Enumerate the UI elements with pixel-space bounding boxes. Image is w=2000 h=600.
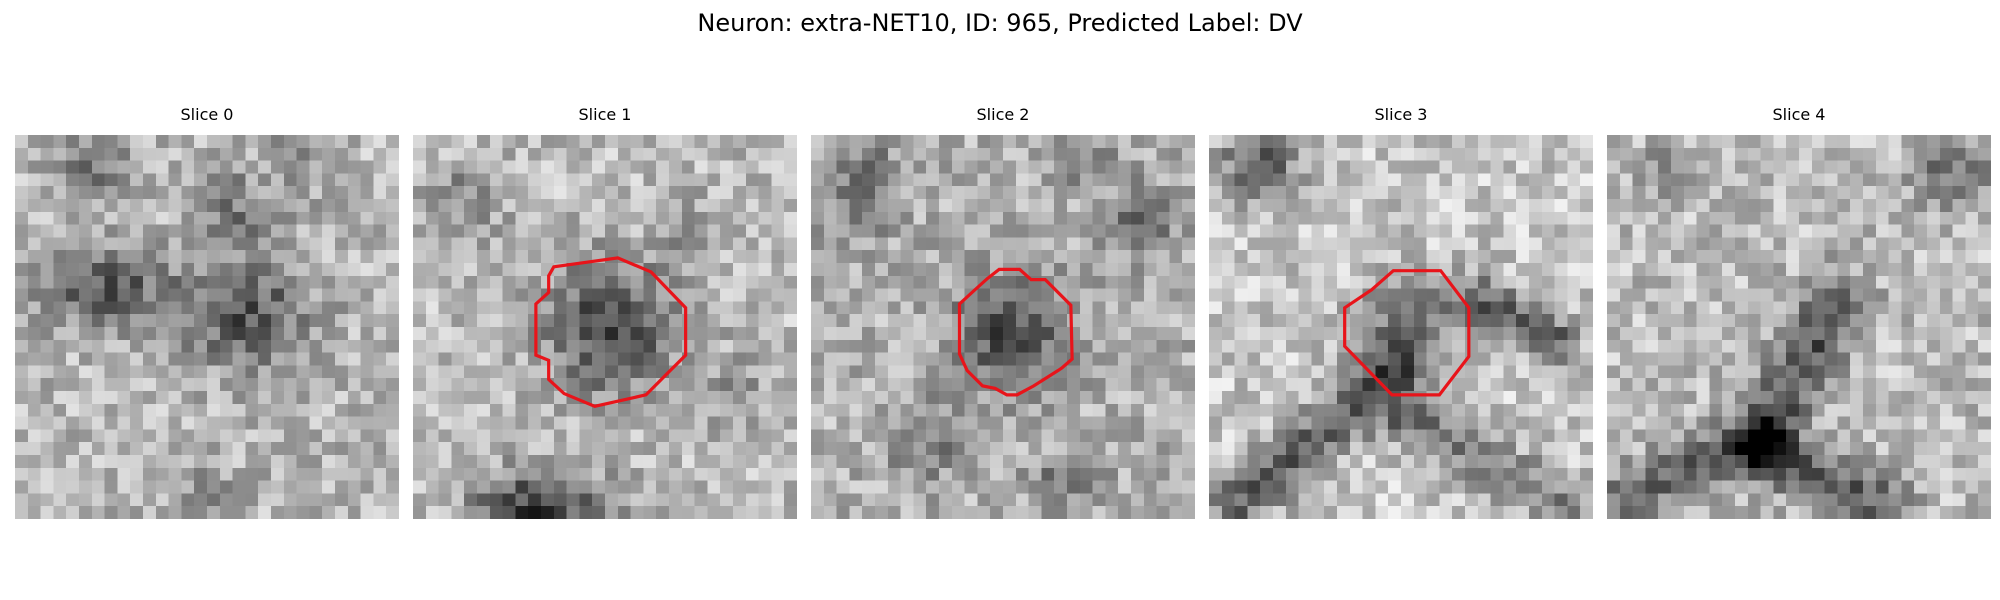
slice-image-1 — [413, 135, 797, 519]
slice-title-4: Slice 4 — [1772, 105, 1826, 124]
slice-panel-3: Slice 3 — [1209, 104, 1593, 519]
figure-title: Neuron: extra-NET10, ID: 965, Predicted … — [697, 9, 1303, 37]
slice-image-2 — [811, 135, 1195, 519]
slice-panel-4: Slice 4 — [1607, 104, 1991, 519]
slice-image-0 — [15, 135, 399, 519]
slice-title-3: Slice 3 — [1374, 105, 1428, 124]
slice-panel-0: Slice 0 — [15, 104, 399, 519]
slice-title-0: Slice 0 — [180, 105, 234, 124]
slice-title-1: Slice 1 — [578, 105, 632, 124]
slice-image-4 — [1607, 135, 1991, 519]
roi-contour-2 — [957, 267, 1074, 397]
slice-image-3 — [1209, 135, 1593, 519]
roi-contour-1 — [534, 256, 688, 409]
slice-panel-2: Slice 2 — [811, 104, 1195, 519]
slice-panel-1: Slice 1 — [413, 104, 797, 519]
roi-contour-3 — [1343, 269, 1471, 397]
slice-title-2: Slice 2 — [976, 105, 1030, 124]
